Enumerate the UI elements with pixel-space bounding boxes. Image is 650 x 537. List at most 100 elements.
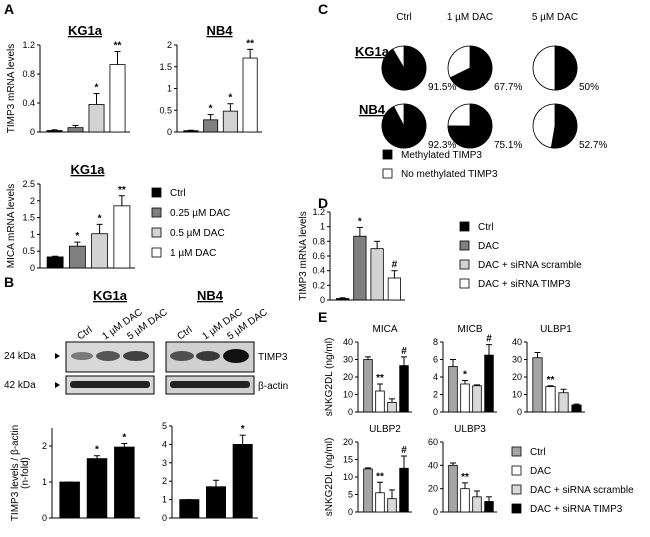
bar <box>91 233 109 269</box>
y-tick-label: 0 <box>30 127 35 137</box>
legend-label: Ctrl <box>530 447 546 458</box>
legend-swatch <box>511 446 522 457</box>
y-tick-label: 2 <box>433 390 438 400</box>
kda-marker: 24 kDa <box>4 351 36 362</box>
bar <box>113 205 131 269</box>
y-axis-label: (n-fold) <box>20 457 31 489</box>
legend-label: DAC + siRNA scramble <box>478 260 582 271</box>
legend-swatch <box>382 149 393 160</box>
significance-mark: # <box>401 346 407 357</box>
legend-swatch <box>511 465 522 476</box>
legend-label: Methylated TIMP3 <box>401 150 482 161</box>
y-axis-label: TIMP3 levels / β-actin <box>10 425 21 521</box>
blot-image <box>55 341 255 395</box>
bar <box>67 127 84 133</box>
y-tick-label: 1.5 <box>159 62 172 72</box>
y-tick-label: 0.4 <box>22 98 35 108</box>
significance-mark: * <box>209 104 213 115</box>
y-tick-label: 0 <box>348 507 353 517</box>
y-tick-label: 0.8 <box>22 69 35 79</box>
legend-label: DAC + siRNA TIMP3 <box>530 504 623 515</box>
y-tick-label: 10 <box>343 472 353 482</box>
legend-label: DAC <box>530 466 551 477</box>
y-tick-label: 0 <box>167 127 172 137</box>
significance-mark: # <box>401 445 407 456</box>
bar <box>59 481 80 519</box>
bar <box>203 119 219 133</box>
significance-mark: ** <box>118 185 126 196</box>
pie-slice <box>550 103 578 149</box>
panel-label: B <box>4 274 14 290</box>
row-label: KG1a <box>355 44 390 59</box>
bar <box>387 277 401 301</box>
y-tick-label: 1 <box>30 229 35 239</box>
y-tick-label: 20 <box>343 437 353 447</box>
y-tick-label: 0.5 <box>159 105 172 115</box>
legend-label: DAC <box>478 241 499 252</box>
y-tick-label: 2 <box>162 476 167 486</box>
y-tick-label: 0.8 <box>312 236 325 246</box>
pie-value-label: 75.1% <box>494 140 522 151</box>
pie-value-label: 50% <box>579 82 599 93</box>
bar <box>484 501 494 513</box>
y-tick-label: 1 <box>167 84 172 94</box>
y-tick-label: 0.4 <box>312 266 325 276</box>
y-tick-label: 30 <box>343 355 353 365</box>
y-tick-label: 6 <box>433 355 438 365</box>
y-tick-label: 40 <box>428 460 438 470</box>
bar <box>336 298 350 301</box>
significance-mark: * <box>122 432 126 443</box>
chart-title: ULBP1 <box>540 324 572 335</box>
pie-slice <box>449 45 493 91</box>
bar <box>109 64 126 133</box>
y-tick-label: 0 <box>320 295 325 305</box>
y-tick-label: 3 <box>162 458 167 468</box>
significance-mark: * <box>463 370 467 381</box>
pie-slice <box>447 103 493 149</box>
legend-swatch <box>459 240 470 251</box>
bar <box>242 57 258 133</box>
y-tick-label: 0 <box>162 513 167 523</box>
y-tick-label: 5 <box>162 421 167 431</box>
pie-slice <box>381 45 427 91</box>
legend-swatch <box>511 484 522 495</box>
y-tick-label: 0 <box>433 507 438 517</box>
bar <box>545 386 556 413</box>
bar <box>205 486 226 519</box>
y-tick-label: 2.5 <box>22 179 35 189</box>
significance-mark: * <box>95 83 99 94</box>
pie-slice <box>554 45 578 91</box>
bar <box>387 401 397 413</box>
y-axis-label: TIMP3 mRNA levels <box>298 211 309 300</box>
bar <box>558 392 569 413</box>
y-tick-label: 10 <box>343 390 353 400</box>
pie-value-label: 52.7% <box>579 140 607 151</box>
column-label: 1 µM DAC <box>447 12 493 23</box>
legend-label: DAC + siRNA TIMP3 <box>478 279 571 290</box>
y-axis-label: sNKG2DL (ng/ml) <box>324 338 335 417</box>
y-tick-label: 1 <box>320 222 325 232</box>
y-tick-label: 40 <box>343 337 353 347</box>
bar <box>179 499 200 519</box>
significance-mark: ** <box>114 41 122 52</box>
bar <box>399 365 409 413</box>
bar <box>114 446 135 519</box>
legend-label: DAC + siRNA scramble <box>530 485 634 496</box>
legend-label: Ctrl <box>478 222 494 233</box>
bar <box>460 488 470 513</box>
chart-title: NB4 <box>206 23 233 38</box>
bar <box>363 468 373 513</box>
legend-swatch <box>151 247 162 258</box>
y-tick-label: 10 <box>512 390 522 400</box>
y-tick-label: 15 <box>343 455 353 465</box>
legend-label: Ctrl <box>170 188 186 199</box>
legend-label: 0.5 µM DAC <box>170 228 225 239</box>
pie-slice <box>381 103 427 149</box>
lane-label: Ctrl <box>75 325 94 343</box>
pie-value-label: 67.7% <box>494 82 522 93</box>
significance-mark: ** <box>376 471 384 482</box>
bar <box>183 130 199 133</box>
legend-label: 0.25 µM DAC <box>170 208 230 219</box>
legend-label: 1 µM DAC <box>170 248 216 259</box>
bar <box>472 385 482 413</box>
